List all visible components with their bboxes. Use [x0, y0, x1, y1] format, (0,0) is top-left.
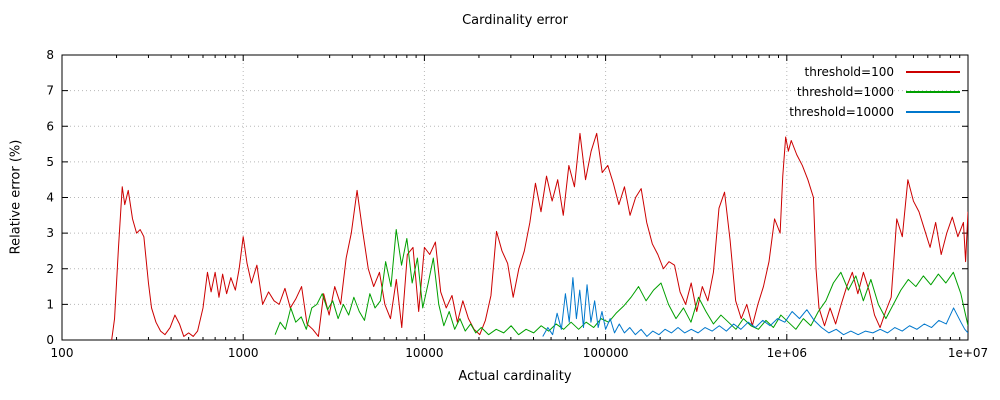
legend-item: threshold=10000 — [789, 102, 960, 122]
y-tick-label: 7 — [46, 84, 54, 98]
legend-line-sample — [906, 91, 960, 93]
legend-line-sample — [906, 111, 960, 113]
plot-border — [61, 54, 969, 341]
y-tick-label: 0 — [46, 333, 54, 347]
x-tick-label: 10000 — [405, 346, 443, 360]
legend: threshold=100 threshold=1000 threshold=1… — [789, 62, 960, 122]
y-tick-label: 2 — [46, 262, 54, 276]
legend-line-sample — [906, 71, 960, 73]
y-tick-label: 3 — [46, 226, 54, 240]
legend-label: threshold=1000 — [796, 85, 894, 99]
y-tick-label: 1 — [46, 297, 54, 311]
legend-item: threshold=1000 — [789, 82, 960, 102]
y-axis-label: Relative error (%) — [8, 139, 24, 255]
series-line-threshold-100 — [111, 132, 968, 340]
x-axis-label: Actual cardinality — [458, 369, 572, 384]
chart-title: Cardinality error — [462, 13, 568, 28]
x-tick-label: 100000 — [583, 346, 629, 360]
series-line-threshold-10000 — [542, 277, 968, 337]
legend-item: threshold=100 — [789, 62, 960, 82]
y-tick-label: 8 — [46, 48, 54, 62]
x-tick-label: 1e+07 — [948, 346, 988, 360]
y-tick-label: 4 — [46, 191, 54, 205]
legend-label: threshold=100 — [804, 65, 894, 79]
y-tick-label: 6 — [46, 119, 54, 133]
series-line-threshold-1000 — [274, 229, 968, 336]
y-tick-label: 5 — [46, 155, 54, 169]
x-tick-label: 1e+06 — [767, 346, 807, 360]
legend-label: threshold=10000 — [789, 105, 894, 119]
x-tick-label: 100 — [51, 346, 74, 360]
x-tick-label: 1000 — [228, 346, 259, 360]
